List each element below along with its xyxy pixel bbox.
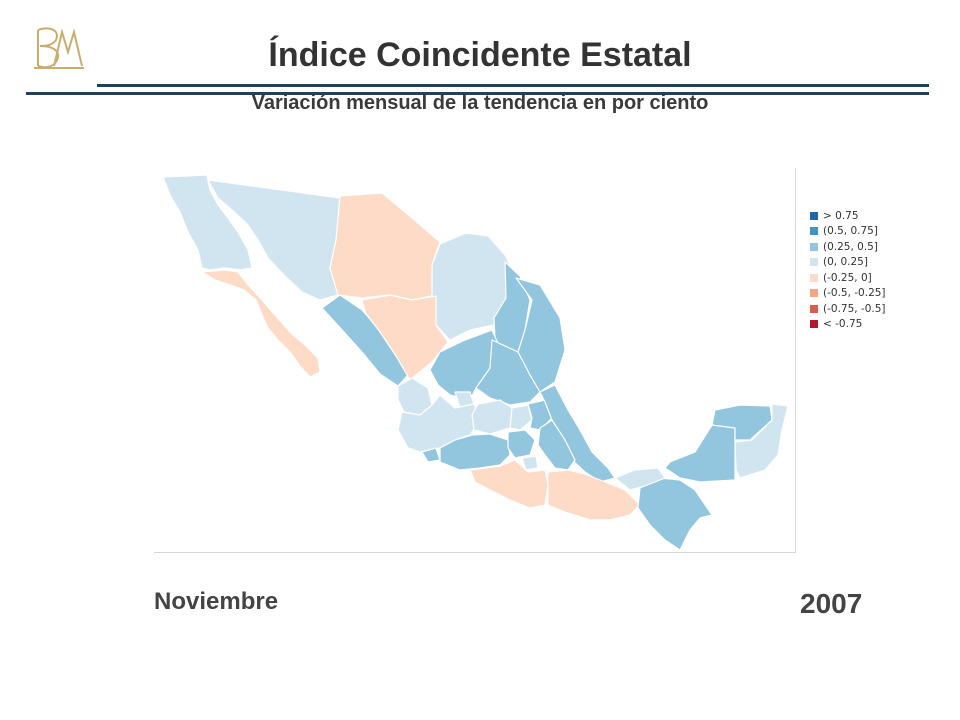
legend-item: (-0.25, 0] xyxy=(810,270,886,286)
state-campeche xyxy=(664,424,736,483)
legend-swatch xyxy=(810,273,818,282)
state-chihuahua xyxy=(329,192,441,301)
state-san-luis-potosi xyxy=(475,339,541,406)
legend-label: (-0.5, -0.25] xyxy=(823,287,886,300)
legend-label: (-0.75, -0.5] xyxy=(823,302,886,315)
legend-label: (0.5, 0.75] xyxy=(823,225,878,238)
state-michoacan xyxy=(439,433,511,471)
year-label: 2007 xyxy=(800,588,863,619)
state-baja-california-sur xyxy=(201,269,321,378)
legend-label: (0, 0.25] xyxy=(823,256,868,269)
legend-item: (-0.5, -0.25] xyxy=(810,286,886,302)
state-tabasco xyxy=(614,467,666,491)
header-rule-bottom xyxy=(26,92,929,95)
state-guanajuato xyxy=(471,399,516,435)
legend-swatch xyxy=(810,242,818,251)
legend-label: (-0.25, 0] xyxy=(823,271,872,284)
state-quintana-roo xyxy=(734,403,789,479)
legend-swatch xyxy=(810,227,818,236)
map-legend: > 0.75 (0.5, 0.75] (0.25, 0.5] (0, 0.25]… xyxy=(810,208,886,332)
state-chiapas xyxy=(637,477,713,551)
page-subtitle: Variación mensual de la tendencia en por… xyxy=(251,92,709,114)
legend-item: > 0.75 xyxy=(810,208,886,224)
state-baja-california xyxy=(162,174,253,271)
legend-label: (0.25, 0.5] xyxy=(823,240,878,253)
map-frame-right-border xyxy=(795,168,796,552)
legend-item: (0, 0.25] xyxy=(810,255,886,271)
map-frame-bottom-border xyxy=(154,552,796,553)
header-rule-top xyxy=(97,84,929,87)
legend-label: < -0.75 xyxy=(823,318,863,331)
legend-swatch xyxy=(810,289,818,298)
state-mexico xyxy=(507,429,536,459)
legend-swatch xyxy=(810,211,818,220)
state-guerrero xyxy=(469,459,549,509)
legend-item: (-0.75, -0.5] xyxy=(810,301,886,317)
state-queretaro xyxy=(509,404,533,431)
state-morelos xyxy=(521,455,539,471)
state-oaxaca xyxy=(547,469,641,521)
legend-item: (0.5, 0.75] xyxy=(810,224,886,240)
legend-swatch xyxy=(810,304,818,313)
month-label: Noviembre xyxy=(154,588,279,615)
legend-swatch xyxy=(810,320,818,329)
legend-label: > 0.75 xyxy=(823,209,859,222)
mexico-choropleth-map xyxy=(162,174,789,551)
banxico-monogram-icon xyxy=(34,27,84,69)
page-title: Índice Coincidente Estatal xyxy=(268,36,692,74)
legend-item: < -0.75 xyxy=(810,317,886,333)
legend-swatch xyxy=(810,258,818,267)
legend-item: (0.25, 0.5] xyxy=(810,239,886,255)
